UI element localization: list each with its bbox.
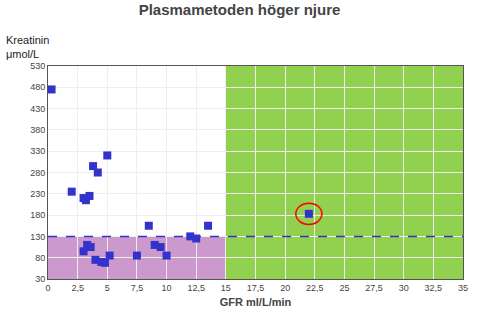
svg-text:12,5: 12,5: [187, 283, 205, 293]
svg-text:22,5: 22,5: [306, 283, 324, 293]
svg-text:430: 430: [30, 104, 45, 114]
svg-text:10: 10: [162, 283, 172, 293]
svg-text:32,5: 32,5: [425, 283, 443, 293]
svg-text:GFR ml/L/min: GFR ml/L/min: [220, 296, 292, 308]
svg-text:20: 20: [280, 283, 290, 293]
svg-text:280: 280: [30, 168, 45, 178]
svg-text:0: 0: [45, 283, 50, 293]
svg-text:30: 30: [35, 274, 45, 284]
svg-text:17,5: 17,5: [247, 283, 265, 293]
svg-text:Kreatininμmol/L: Kreatininμmol/L: [6, 34, 49, 60]
svg-text:5: 5: [105, 283, 110, 293]
svg-text:35: 35: [458, 283, 468, 293]
svg-text:Plasmametoden höger njure: Plasmametoden höger njure: [139, 1, 341, 18]
svg-text:80: 80: [35, 253, 45, 263]
svg-text:180: 180: [30, 210, 45, 220]
svg-text:130: 130: [30, 232, 45, 242]
svg-text:2,5: 2,5: [71, 283, 84, 293]
svg-text:30: 30: [399, 283, 409, 293]
svg-text:380: 380: [30, 125, 45, 135]
svg-text:480: 480: [30, 82, 45, 92]
svg-text:530: 530: [30, 61, 45, 71]
svg-text:230: 230: [30, 189, 45, 199]
svg-text:7,5: 7,5: [131, 283, 144, 293]
svg-text:25: 25: [339, 283, 349, 293]
svg-text:330: 330: [30, 146, 45, 156]
svg-text:27,5: 27,5: [365, 283, 383, 293]
svg-text:15: 15: [221, 283, 231, 293]
